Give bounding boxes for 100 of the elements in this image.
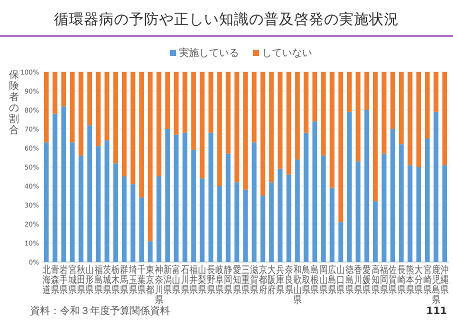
bar xyxy=(200,72,205,178)
x-tick-label: 鹿児島県 xyxy=(432,264,440,306)
x-tick-label: 島根県 xyxy=(310,264,319,296)
bar xyxy=(61,72,66,106)
bar xyxy=(243,190,248,262)
bar xyxy=(278,72,283,169)
bar xyxy=(174,134,179,262)
bar xyxy=(226,154,231,262)
bar xyxy=(234,72,240,182)
bar xyxy=(347,112,352,262)
bar xyxy=(122,176,127,262)
x-tick-label: 山梨県 xyxy=(198,264,206,296)
bar xyxy=(87,72,92,126)
bar xyxy=(191,150,196,262)
x-tick-label: 福島県 xyxy=(94,264,102,296)
x-tick-label: 広島県 xyxy=(328,264,336,296)
bar xyxy=(434,112,438,262)
x-tick-label: 富山県 xyxy=(172,264,180,296)
bar xyxy=(416,72,422,167)
bar xyxy=(312,121,318,262)
bar xyxy=(338,72,344,222)
bar xyxy=(442,165,448,262)
x-tick-label: 青森県 xyxy=(50,264,60,296)
bar xyxy=(252,72,257,142)
bar xyxy=(182,72,188,133)
bar xyxy=(382,72,386,154)
bar xyxy=(70,72,75,142)
bar xyxy=(416,167,422,262)
bar xyxy=(364,72,370,110)
bar xyxy=(139,72,144,198)
x-tick-label: 岩手県 xyxy=(60,264,68,296)
bar xyxy=(70,142,75,262)
bar xyxy=(96,72,101,146)
bar xyxy=(130,72,136,184)
bar xyxy=(78,156,84,262)
bar xyxy=(330,188,334,262)
bar xyxy=(217,72,222,186)
bar xyxy=(122,72,127,176)
bar xyxy=(260,196,266,262)
bar xyxy=(243,72,248,190)
x-tick-label: 新潟県 xyxy=(164,264,172,296)
bar xyxy=(321,72,326,156)
x-tick-label: 和歌山県 xyxy=(293,264,302,306)
bar xyxy=(434,72,438,112)
x-tick-label: 香川県 xyxy=(354,264,362,296)
bar xyxy=(321,156,326,262)
x-tick-label: 京都府 xyxy=(258,264,267,296)
bar xyxy=(364,110,370,262)
bar xyxy=(304,132,308,262)
bar xyxy=(304,72,308,133)
x-tick-label: 静岡県 xyxy=(224,264,232,296)
bar xyxy=(408,165,412,262)
x-tick-label: 沖縄県 xyxy=(440,264,449,296)
x-tick-label: 熊本県 xyxy=(406,264,414,296)
bar xyxy=(217,186,222,262)
bar xyxy=(208,72,214,133)
x-tick-label: 石川県 xyxy=(180,265,189,296)
x-tick-label: 千葉県 xyxy=(138,264,146,296)
bar xyxy=(96,146,101,262)
bar xyxy=(295,72,300,160)
bar xyxy=(52,72,58,114)
bar xyxy=(424,72,430,138)
bar xyxy=(182,132,188,262)
bar xyxy=(286,174,292,262)
legend-label: 実施している xyxy=(179,47,239,59)
bar xyxy=(52,114,58,262)
bar xyxy=(191,72,196,150)
x-tick-label: 兵庫県 xyxy=(276,264,284,296)
bar xyxy=(382,154,386,262)
x-tick-label: 北海道 xyxy=(42,264,50,296)
text: 111 xyxy=(426,306,448,317)
bar xyxy=(104,72,110,140)
bar xyxy=(373,72,378,202)
bar xyxy=(156,176,162,262)
bar xyxy=(165,129,170,262)
x-tick-label: 鳥取県 xyxy=(301,264,310,296)
bar xyxy=(113,163,118,262)
x-tick-label: 徳島県 xyxy=(345,264,354,296)
bar xyxy=(104,140,110,262)
bar xyxy=(156,72,162,176)
x-tick-label: 佐賀県 xyxy=(388,264,397,296)
bar xyxy=(338,222,344,262)
x-tick-label: 愛知県 xyxy=(232,264,241,296)
bar xyxy=(113,72,118,164)
x-tick-label: 栃木県 xyxy=(112,264,120,296)
x-tick-label: 大分県 xyxy=(414,264,423,296)
bar xyxy=(424,138,430,262)
bar xyxy=(408,72,412,166)
bar xyxy=(347,72,352,112)
bar xyxy=(78,72,84,156)
bar xyxy=(44,72,49,142)
x-tick-label: 山口県 xyxy=(336,264,345,296)
x-tick-label: 宮城県 xyxy=(67,264,76,296)
bar xyxy=(269,182,274,262)
bar xyxy=(165,72,170,129)
bar xyxy=(44,142,49,262)
bar xyxy=(390,129,396,262)
legend-label: していない xyxy=(262,48,312,59)
bar xyxy=(398,144,404,262)
bar xyxy=(148,241,153,262)
